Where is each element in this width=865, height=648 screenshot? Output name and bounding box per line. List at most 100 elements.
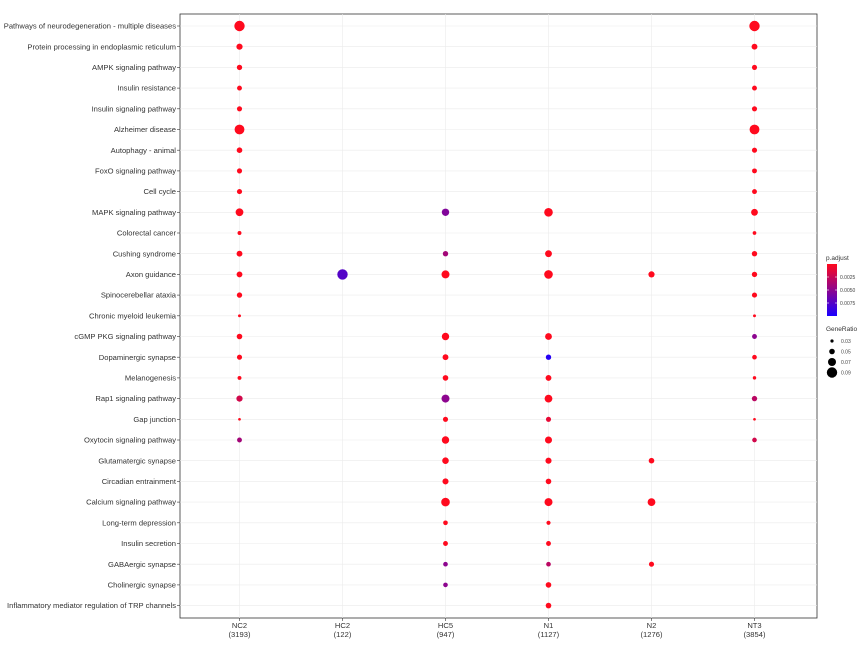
y-tick-label: Rap1 signaling pathway [95,394,176,403]
y-tick-label: Autophagy - animal [111,146,177,155]
data-point [236,271,243,278]
data-point [751,147,758,153]
data-point [443,520,448,526]
data-point [236,64,243,71]
data-point [753,314,756,318]
data-point [546,561,551,567]
data-point [545,374,552,381]
color-legend-bar [827,264,837,316]
data-point [234,20,245,32]
data-point [441,436,450,444]
x-tick-label: N2 [647,621,657,630]
y-tick-label: Oxytocin signaling pathway [84,436,176,445]
data-point [337,269,348,280]
data-point [753,417,756,421]
x-tick-count: (1276) [641,630,663,639]
data-point [443,541,448,546]
data-point [545,457,552,464]
y-tick-label: Spinocerebellar ataxia [101,291,177,300]
data-point [235,208,244,217]
color-legend-tick-label: 0.0075 [840,301,856,307]
x-tick-label: HC5 [438,621,453,630]
data-point [236,106,243,112]
data-point [752,334,757,339]
size-legend-dot [826,367,838,378]
data-point [236,354,243,360]
data-point [238,314,241,318]
data-point [749,124,760,135]
data-point [443,561,448,567]
y-tick-label: Chronic myeloid leukemia [89,311,177,320]
y-tick-label: Pathways of neurodegeneration - multiple… [4,22,176,31]
data-point [442,478,449,485]
x-tick-label: N1 [544,621,554,630]
color-legend-ticks: 0.0075 0.0050 0.0025 [827,275,856,307]
y-tick-label: FoxO signaling pathway [95,167,176,176]
data-point [443,582,448,588]
x-tick-label: HC2 [335,621,350,630]
data-point [441,394,450,403]
data-point [441,270,450,279]
data-point [546,541,551,546]
data-point [442,354,449,361]
data-point [752,231,757,235]
y-tick-label: Cell cycle [144,187,177,196]
size-legend-label: 0.03 [841,339,851,345]
data-point [751,208,758,216]
data-point [749,20,760,32]
data-point [442,457,449,464]
y-tick-label: Melanogenesis [125,374,176,383]
data-point [236,43,243,50]
size-legend-title: GeneRatio [826,326,857,333]
y-tick-label: GABAergic synapse [108,560,176,569]
data-point [752,354,757,360]
y-tick-label: Insulin signaling pathway [92,104,177,113]
data-point [544,394,553,403]
y-tick-label: Cholinergic synapse [108,581,176,590]
y-tick-label: Glutamatergic synapse [98,456,176,465]
data-point [236,250,243,257]
y-tick-label: Calcium signaling pathway [86,498,176,507]
data-point [751,292,758,298]
data-point [237,375,242,380]
data-point [441,332,450,341]
data-point [238,417,241,421]
data-point [752,85,757,91]
data-point [544,436,553,444]
y-tick-label: AMPK signaling pathway [92,63,176,72]
data-point [751,271,758,278]
y-tick-label: Axon guidance [126,270,176,279]
data-point [544,270,553,279]
data-point [751,43,758,50]
y-tick-label: MAPK signaling pathway [92,208,176,217]
y-tick-label: Dopaminergic synapse [99,353,176,362]
y-tick-label: Insulin secretion [121,539,176,548]
data-point [236,292,243,298]
data-point [545,602,552,609]
data-point [545,478,552,485]
data-point [237,85,242,91]
y-tick-label: Circadian entrainment [102,477,177,486]
data-point [752,189,757,195]
y-tick-label: Alzheimer disease [114,125,176,134]
size-legend-label: 0.07 [841,360,851,366]
size-legend-dot [829,348,835,355]
color-legend-tick-label: 0.0050 [840,288,856,294]
data-point [544,208,553,217]
data-point [752,168,757,174]
data-point [236,147,243,153]
data-point [647,498,656,506]
x-tick-count: (122) [334,630,352,639]
size-legend-label: 0.05 [841,349,851,355]
data-point [442,375,449,381]
color-legend-title: p.adjust [826,255,849,262]
data-point [545,250,552,258]
x-tick-count: (1127) [538,630,560,639]
data-point [751,64,758,70]
data-point [545,354,552,360]
data-point [648,271,655,278]
y-tick-label: Insulin resistance [117,84,176,93]
y-tick-label: Colorectal cancer [117,229,177,238]
y-tick-label: Inflammatory mediator regulation of TRP … [7,601,176,610]
